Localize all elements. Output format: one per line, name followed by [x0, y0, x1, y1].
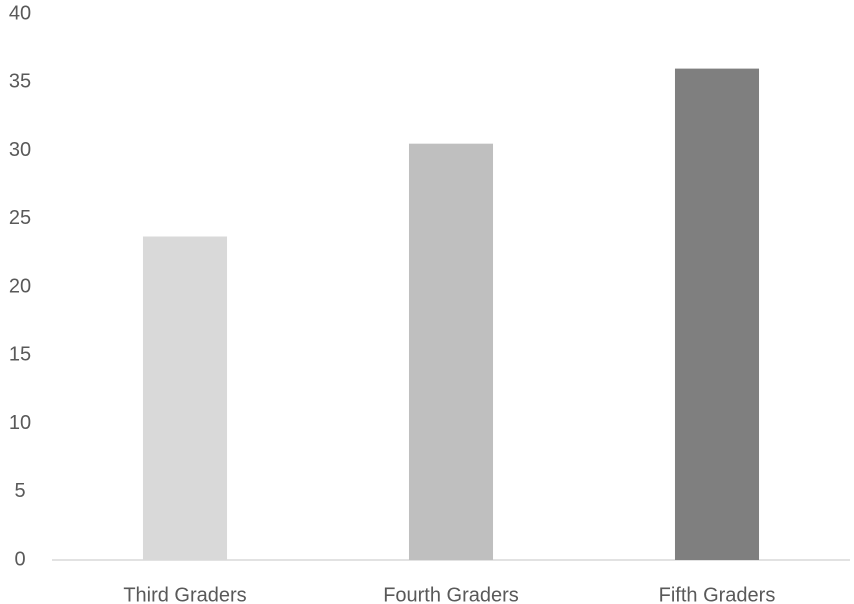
bar: [674, 68, 760, 560]
y-tick-label: 25: [9, 207, 31, 229]
y-tick-label: 20: [9, 275, 31, 297]
x-tick-label: Fourth Graders: [383, 584, 519, 604]
y-tick-label: 30: [9, 139, 31, 161]
y-tick-label: 0: [14, 548, 25, 570]
y-tick-label: 40: [9, 2, 31, 24]
bar: [408, 143, 494, 561]
x-tick-label: Third Graders: [123, 584, 246, 604]
y-tick-label: 10: [9, 412, 31, 434]
bar: [142, 236, 228, 560]
y-tick-label: 5: [14, 480, 25, 502]
y-tick-label: 35: [9, 71, 31, 93]
y-tick-label: 15: [9, 344, 31, 366]
x-tick-label: Fifth Graders: [659, 584, 776, 604]
